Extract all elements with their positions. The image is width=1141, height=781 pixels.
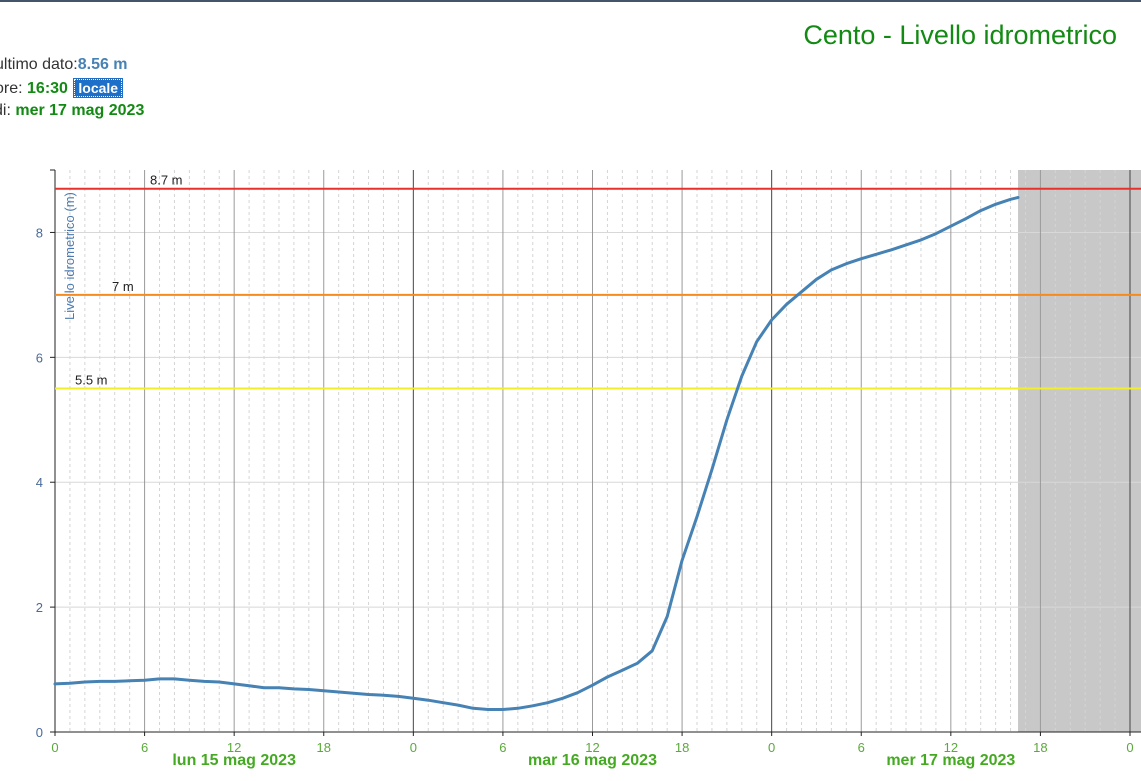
- y-tick-label: 4: [36, 475, 43, 490]
- day-label: mer 17 mag 2023: [886, 752, 1015, 769]
- y-tick-label: 8: [36, 225, 43, 240]
- last-value-label: ultimo dato:: [0, 56, 78, 73]
- time-label: ore:: [0, 80, 23, 97]
- threshold-label: 5.5 m: [75, 373, 108, 388]
- y-axis-label: Livello idrometrico (m): [62, 192, 77, 320]
- water-level-line: [53, 196, 1020, 711]
- time-row: ore: 16:30 locale: [0, 78, 124, 98]
- x-tick-label: 12: [585, 740, 599, 755]
- top-border: [0, 0, 1141, 2]
- x-tick-label: 6: [499, 740, 506, 755]
- x-tick-label: 12: [227, 740, 241, 755]
- x-tick-label: 0: [410, 740, 417, 755]
- time-value: 16:30: [27, 80, 68, 97]
- y-tick-label: 6: [36, 350, 43, 365]
- day-label: mar 16 mag 2023: [528, 752, 657, 769]
- last-value: 8.56 m: [77, 56, 128, 73]
- forecast-shade: [1018, 170, 1141, 732]
- x-tick-label: 18: [675, 740, 689, 755]
- date-label: di:: [0, 102, 11, 119]
- threshold-label: 7 m: [112, 279, 134, 294]
- y-tick-label: 0: [36, 725, 43, 740]
- page-title: Cento - Livello idrometrico: [803, 20, 1117, 50]
- x-tick-label: 0: [768, 740, 775, 755]
- date-row: di: mer 17 mag 2023: [0, 102, 144, 120]
- x-tick-label: 6: [141, 740, 148, 755]
- timezone-badge[interactable]: locale: [73, 78, 124, 98]
- x-tick-label: 0: [51, 740, 58, 755]
- x-tick-label: 18: [1033, 740, 1047, 755]
- day-label: lun 15 mag 2023: [172, 752, 296, 769]
- last-value-row: ultimo dato:8.56 m: [0, 56, 128, 74]
- x-tick-label: 0: [1126, 740, 1133, 755]
- x-tick-label: 6: [858, 740, 865, 755]
- x-tick-label: 12: [944, 740, 958, 755]
- date-value: mer 17 mag 2023: [15, 102, 145, 119]
- x-tick-label: 18: [317, 740, 331, 755]
- threshold-label: 8.7 m: [150, 173, 183, 188]
- y-tick-label: 2: [36, 600, 43, 615]
